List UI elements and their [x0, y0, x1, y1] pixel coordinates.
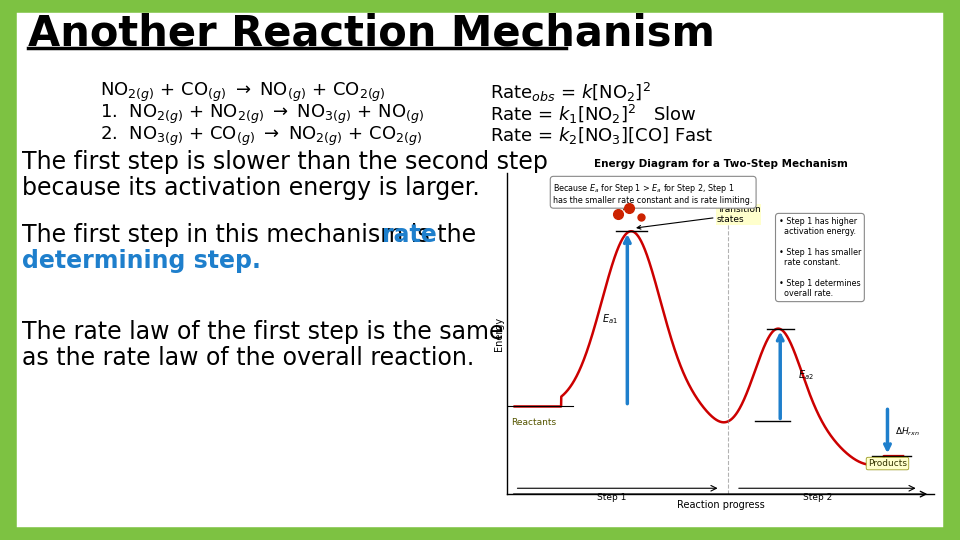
Text: $E_{a1}$: $E_{a1}$	[602, 312, 618, 326]
Y-axis label: Energy: Energy	[494, 316, 504, 350]
Text: $\Delta H_{rxn}$: $\Delta H_{rxn}$	[896, 425, 920, 437]
Text: Because $E_a$ for Step 1 > $E_a$ for Step 2, Step 1
has the smaller rate constan: Because $E_a$ for Step 1 > $E_a$ for Ste…	[554, 181, 753, 205]
Text: • Step 1 has higher
  activation energy.

• Step 1 has smaller
  rate constant.
: • Step 1 has higher activation energy. •…	[779, 217, 861, 299]
Text: Products: Products	[868, 459, 907, 468]
Text: rate: rate	[382, 223, 437, 247]
Text: because its activation energy is larger.: because its activation energy is larger.	[22, 176, 480, 200]
Text: Step 1: Step 1	[597, 492, 627, 502]
FancyBboxPatch shape	[14, 10, 946, 530]
Text: Rate = $k_2$[NO$_3$][CO] Fast: Rate = $k_2$[NO$_3$][CO] Fast	[490, 125, 713, 146]
Text: $E_{a2}$: $E_{a2}$	[798, 368, 813, 382]
Text: Another Reaction Mechanism: Another Reaction Mechanism	[28, 12, 715, 54]
Text: Rate = $k_1$[NO$_2$]$^2$   Slow: Rate = $k_1$[NO$_2$]$^2$ Slow	[490, 103, 697, 126]
Title: Energy Diagram for a Two-Step Mechanism: Energy Diagram for a Two-Step Mechanism	[593, 159, 848, 169]
Text: determining step.: determining step.	[22, 249, 261, 273]
Text: as the rate law of the overall reaction.: as the rate law of the overall reaction.	[22, 346, 474, 370]
Text: 2.  NO$_{3(g)}$ + CO$_{(g)}$ $\rightarrow$ NO$_{2(g)}$ + CO$_{2(g)}$: 2. NO$_{3(g)}$ + CO$_{(g)}$ $\rightarrow…	[100, 125, 422, 148]
Text: Reactants: Reactants	[512, 418, 557, 427]
Text: Rate$_{obs}$ = $k$[NO$_2$]$^2$: Rate$_{obs}$ = $k$[NO$_2$]$^2$	[490, 81, 651, 104]
Text: Transition
states: Transition states	[637, 205, 760, 229]
Text: The first step in this mechanism is the: The first step in this mechanism is the	[22, 223, 484, 247]
Text: Step 2: Step 2	[803, 492, 832, 502]
Text: The rate law of the first step is the same: The rate law of the first step is the sa…	[22, 320, 503, 344]
Text: The first step is slower than the second step: The first step is slower than the second…	[22, 150, 548, 174]
Text: 1.  NO$_{2(g)}$ + NO$_{2(g)}$ $\rightarrow$ NO$_{3(g)}$ + NO$_{(g)}$: 1. NO$_{2(g)}$ + NO$_{2(g)}$ $\rightarro…	[100, 103, 424, 126]
X-axis label: Reaction progress: Reaction progress	[677, 500, 764, 510]
Text: NO$_{2(g)}$ + CO$_{(g)}$ $\rightarrow$ NO$_{(g)}$ + CO$_{2(g)}$: NO$_{2(g)}$ + CO$_{(g)}$ $\rightarrow$ N…	[100, 81, 386, 104]
